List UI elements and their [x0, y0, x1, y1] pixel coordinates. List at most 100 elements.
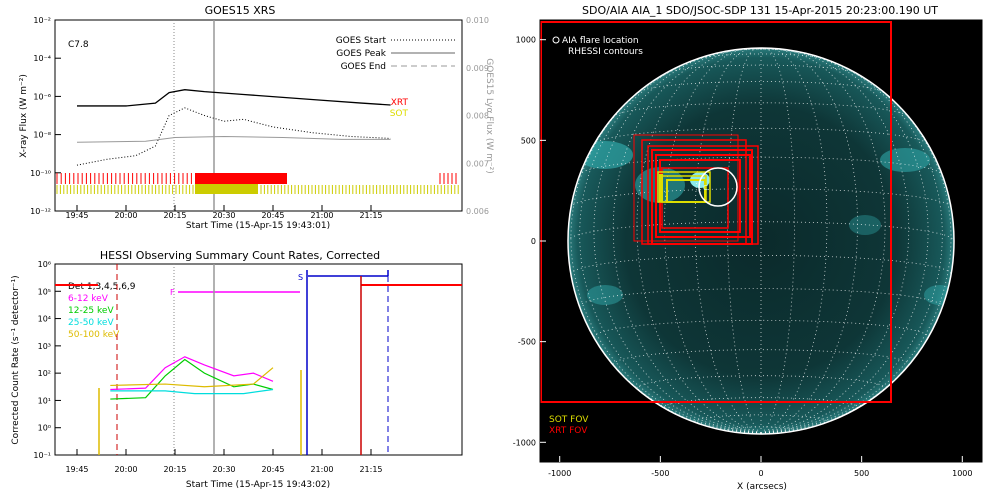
goes-curve-long: [77, 89, 391, 107]
hessi-y-ticks: 10⁶ 10⁵ 10⁴ 10³ 10² 10¹ 10⁰ 10⁻¹: [33, 260, 61, 460]
goes-x-tick-label: 19:45: [65, 211, 88, 220]
xrt-fov-box: [540, 21, 892, 403]
solar-limb: [567, 47, 955, 435]
goes-title: GOES15 XRS: [205, 4, 276, 17]
hessi-y-tick-label: 10⁻¹: [33, 451, 51, 460]
goes-x-label: Start Time (15-Apr-15 19:43:01): [186, 221, 330, 231]
xrt-obs-bar: [195, 173, 287, 184]
aia-x-tick-label: 0: [758, 469, 763, 478]
goes-y-tick-label: 10⁻⁸: [33, 131, 51, 140]
hessi-x-tick-label: 19:45: [65, 465, 88, 474]
goes-y-tick-label: 10⁻⁴: [33, 54, 51, 63]
aia-y-tick-label: -500: [518, 338, 536, 347]
goes-x-tick-label: 21:00: [310, 211, 333, 220]
goes-y-tick-label: 10⁻¹⁰: [30, 169, 51, 178]
latitude-line: [694, 414, 828, 422]
hessi-x-tick-label: 20:00: [114, 465, 137, 474]
goes-x-tick-label: 20:00: [114, 211, 137, 220]
goes-curve-lya: [76, 136, 391, 143]
longitude-line: [760, 48, 795, 434]
aia-y-tick-label: 0: [531, 237, 536, 246]
goes-curves: [76, 89, 391, 166]
longitude-line: [760, 48, 858, 434]
hessi-y-tick-label: 10⁵: [38, 287, 51, 296]
goes-y-tick-label: 10⁻¹²: [30, 207, 51, 216]
goes-curve-short: [76, 107, 391, 166]
legend-50-100: 50-100 keV: [68, 330, 120, 340]
latitude-line: [579, 156, 943, 176]
legend-12-25: 12-25 keV: [68, 306, 114, 316]
hessi-x-ticks: 19:45 20:00 20:15 20:30 20:45 21:00 21:15: [65, 449, 383, 474]
aia-panel: SDO/AIA AIA_1 SDO/JSOC-SDP 131 15-Apr-20…: [513, 4, 983, 492]
goes-class-label: C7.8: [68, 40, 89, 50]
legend-sot: SOT: [390, 109, 409, 119]
aia-x-tick-label: 1000: [952, 469, 972, 478]
hessi-curve-3: [110, 367, 274, 388]
hessi-x-label: Start Time (15-Apr-15 19:43:02): [186, 480, 330, 490]
longitude-line: [636, 48, 762, 434]
legend-rhessi: RHESSI contours: [568, 47, 643, 57]
goes-y2-ticks: 0.010 0.009 0.008 0.007 0.006: [466, 16, 489, 216]
goes-y2-tick-label: 0.007: [466, 159, 489, 168]
hessi-title: HESSI Observing Summary Count Rates, Cor…: [100, 249, 380, 262]
aia-x-label: X (arcsecs): [737, 482, 787, 492]
hessi-curve-2: [110, 388, 274, 395]
legend-goes-end: GOES End: [341, 62, 386, 72]
legend-6-12: 6-12 keV: [68, 294, 109, 304]
goes-x-tick-label: 20:30: [212, 211, 235, 220]
goes-plot-frame: [54, 19, 463, 212]
goes-y-tick-label: 10⁻⁶: [33, 92, 51, 101]
hessi-y-tick-label: 10⁶: [38, 260, 51, 269]
legend-goes-peak: GOES Peak: [336, 49, 386, 59]
aia-x-tick-label: -1000: [548, 469, 571, 478]
hessi-x-tick-label: 20:30: [212, 465, 235, 474]
hessi-curves: [110, 356, 274, 400]
hessi-x-tick-label: 21:15: [359, 465, 382, 474]
longitude-line: [760, 48, 952, 434]
hessi-y-label: Corrected Count Rate (s⁻¹ detector⁻¹): [11, 275, 21, 444]
longitude-line: [570, 48, 762, 434]
sot-obs-bar: [195, 184, 258, 194]
hessi-y-tick-label: 10²: [38, 369, 51, 378]
latitude-line: [593, 127, 929, 146]
goes-x-tick-label: 20:15: [163, 211, 186, 220]
latitude-line: [593, 319, 929, 338]
longitude-line: [664, 48, 762, 434]
legend-flare-circle: [552, 36, 560, 44]
goes-y2-tick-label: 0.006: [466, 207, 489, 216]
goes-y-label: X-ray Flux (W m⁻²): [19, 74, 29, 158]
goes-xrs-panel: GOES15 XRS 10⁻² 10⁻⁴ 10⁻⁶ 10⁻⁸ 10⁻¹⁰ 10⁻¹² 0.…: [19, 4, 494, 231]
goes-x-ticks: 19:45 20:00 20:15 20:30 20:45 21:00 21:15: [65, 205, 383, 220]
legend-goes-start: GOES Start: [336, 36, 387, 46]
aia-y-ticks: 1000 500 0 -500 -1000: [513, 36, 546, 447]
latitude-line: [568, 221, 954, 242]
aia-y-tick-label: 1000: [516, 36, 536, 45]
aia-flare-glyph: C: [703, 184, 708, 192]
hessi-x-tick-label: 20:45: [261, 465, 284, 474]
hessi-flare-flag: F: [170, 288, 175, 297]
goes-x-tick-label: 21:15: [359, 211, 382, 220]
hessi-y-tick-label: 10¹: [38, 396, 51, 405]
legend-xrt-fov: XRT FOV: [549, 426, 588, 436]
aia-flare-location: [698, 167, 738, 207]
aia-title: SDO/AIA AIA_1 SDO/JSOC-SDP 131 15-Apr-20…: [582, 4, 938, 17]
goes-y2-label: GOES15 Lyα Flux (W m⁻²): [484, 58, 494, 174]
goes-y2-tick-label: 0.009: [466, 64, 489, 73]
legend-aia-flare: AIA flare location: [562, 36, 639, 46]
hessi-y-tick-label: 10⁰: [38, 424, 51, 433]
goes-y2-tick-label: 0.010: [466, 16, 489, 25]
goes-y2-tick-label: 0.008: [466, 112, 489, 121]
hessi-x-tick-label: 20:15: [163, 465, 186, 474]
hessi-panel: HESSI Observing Summary Count Rates, Cor…: [11, 249, 463, 490]
hessi-y-tick-label: 10⁴: [38, 315, 51, 324]
legend-sot-fov: SOT FOV: [549, 415, 589, 425]
aia-y-tick-label: -1000: [513, 438, 536, 447]
aia-x-tick-label: 500: [854, 469, 869, 478]
longitude-line: [760, 48, 886, 434]
hessi-y-tick-label: 10³: [38, 342, 51, 351]
rhessi-contours: [633, 134, 759, 245]
goes-obs-bars: [56, 173, 459, 194]
hessi-x-tick-label: 21:00: [310, 465, 333, 474]
legend-xrt: XRT: [391, 98, 409, 108]
